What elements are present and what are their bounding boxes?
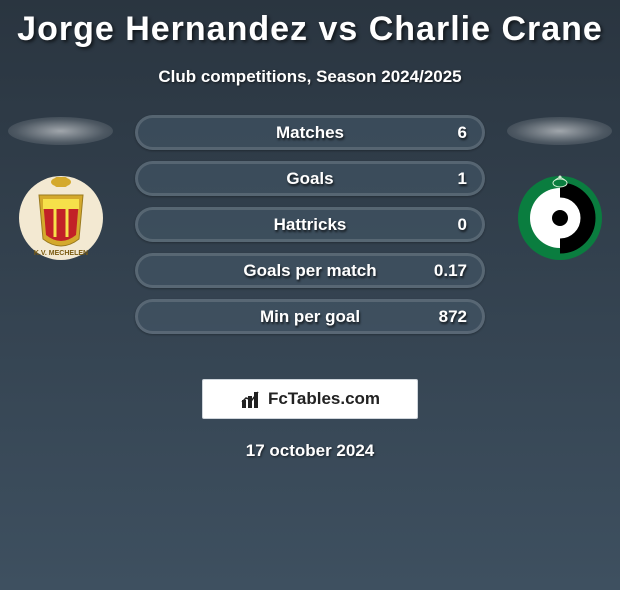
subtitle: Club competitions, Season 2024/2025 (0, 67, 620, 87)
stat-label: Matches (276, 123, 344, 143)
stat-value: 0 (458, 215, 467, 235)
brand-text: FcTables.com (268, 389, 380, 409)
stat-row-matches: Matches 6 (135, 115, 485, 150)
club-left-crest-icon: K.V. MECHELEN (11, 175, 111, 261)
comparison-content: K.V. MECHELEN Matches 6 G (0, 117, 620, 357)
stat-label: Goals per match (243, 261, 376, 281)
player-left-silhouette (8, 117, 113, 145)
club-right-crest-icon (510, 175, 610, 261)
stat-label: Hattricks (274, 215, 347, 235)
date-text: 17 october 2024 (0, 441, 620, 461)
stat-value: 6 (458, 123, 467, 143)
player-right-group (507, 117, 612, 261)
stat-row-min-per-goal: Min per goal 872 (135, 299, 485, 334)
club-left-crest: K.V. MECHELEN (11, 175, 111, 261)
stat-value: 872 (439, 307, 467, 327)
brand-box[interactable]: FcTables.com (202, 379, 418, 419)
club-right-crest (510, 175, 610, 261)
stat-row-goals: Goals 1 (135, 161, 485, 196)
stat-label: Min per goal (260, 307, 360, 327)
stat-value: 1 (458, 169, 467, 189)
stats-list: Matches 6 Goals 1 Hattricks 0 Goals per … (135, 115, 485, 334)
stat-label: Goals (286, 169, 333, 189)
stat-row-goals-per-match: Goals per match 0.17 (135, 253, 485, 288)
stat-value: 0.17 (434, 261, 467, 281)
brand-chart-icon (240, 388, 262, 410)
svg-text:K.V. MECHELEN: K.V. MECHELEN (33, 250, 87, 257)
page-title: Jorge Hernandez vs Charlie Crane (0, 10, 620, 49)
stat-row-hattricks: Hattricks 0 (135, 207, 485, 242)
player-left-group: K.V. MECHELEN (8, 117, 113, 261)
player-right-silhouette (507, 117, 612, 145)
